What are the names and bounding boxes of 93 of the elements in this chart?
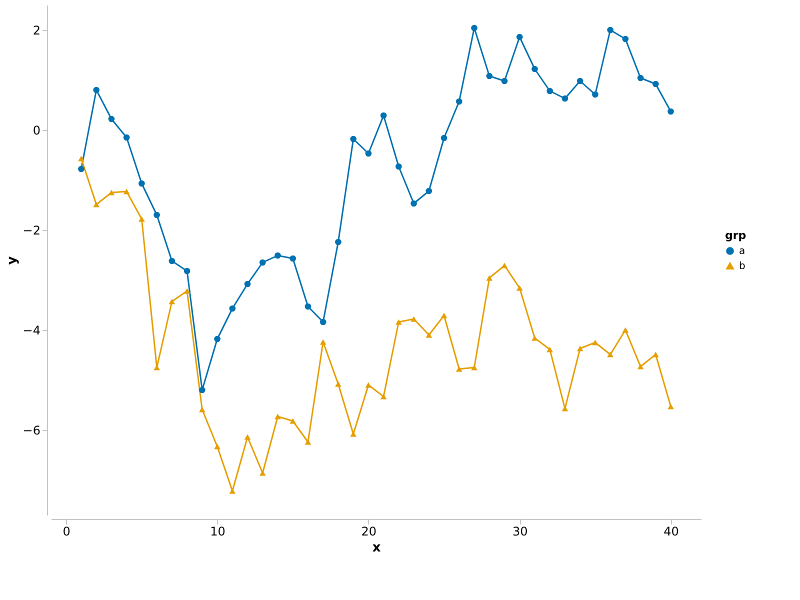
- point: [516, 34, 523, 40]
- legend-label: a: [739, 246, 746, 257]
- x-tick-label: 20: [361, 524, 377, 538]
- point: [456, 98, 462, 105]
- point: [486, 72, 493, 80]
- point: [184, 268, 190, 274]
- point: [365, 382, 372, 388]
- point: [123, 188, 130, 194]
- point: [380, 112, 387, 119]
- point: [607, 352, 614, 358]
- point: [668, 108, 674, 115]
- point: [456, 366, 462, 372]
- y-tick-label: −6: [22, 424, 40, 438]
- point: [607, 26, 614, 34]
- point: [637, 364, 644, 370]
- point: [637, 74, 644, 82]
- point: [440, 312, 448, 318]
- point: [501, 262, 508, 268]
- point: [486, 275, 493, 281]
- point: [290, 418, 296, 424]
- point: [229, 488, 236, 494]
- point: [199, 386, 206, 394]
- point: [426, 332, 432, 338]
- x-axis-title: x: [372, 540, 382, 556]
- point: [576, 78, 584, 84]
- point: [652, 80, 659, 88]
- point: [229, 305, 236, 312]
- point: [592, 340, 598, 346]
- point: [471, 24, 478, 32]
- point: [622, 327, 629, 333]
- point: [168, 298, 176, 304]
- point: [108, 190, 115, 196]
- point: [123, 134, 130, 141]
- legend-title: grp: [725, 229, 746, 242]
- point: [652, 352, 659, 358]
- point: [440, 134, 448, 142]
- point: [335, 381, 342, 387]
- point: [108, 116, 115, 122]
- point: [274, 414, 281, 420]
- point: [396, 163, 402, 170]
- point: [426, 188, 432, 194]
- point: [546, 346, 553, 352]
- point: [622, 36, 629, 42]
- point: [78, 156, 84, 162]
- point: [335, 238, 342, 246]
- point: [154, 212, 160, 218]
- point: [304, 303, 312, 310]
- point: [350, 136, 356, 142]
- point: [365, 150, 372, 157]
- point: [546, 88, 553, 94]
- point: [471, 364, 478, 370]
- point: [78, 166, 84, 172]
- y-tick-label: 2: [32, 24, 40, 38]
- point: [214, 336, 220, 342]
- point: [214, 444, 220, 450]
- point: [244, 434, 251, 440]
- point: [138, 180, 145, 187]
- point: [138, 216, 145, 222]
- point: [259, 259, 266, 266]
- x-tick-label: 0: [62, 524, 70, 538]
- point: [290, 255, 296, 262]
- point: [562, 95, 568, 102]
- point: [184, 288, 190, 294]
- point: [274, 252, 281, 259]
- point: [516, 285, 523, 291]
- y-tick-label: −4: [22, 324, 40, 338]
- x-tick-label: 40: [664, 524, 679, 538]
- point: [592, 91, 598, 98]
- point: [168, 258, 176, 264]
- point: [532, 66, 538, 72]
- point: [396, 319, 402, 325]
- point: [259, 470, 266, 476]
- y-axis-title: y: [4, 256, 20, 265]
- y-tick-label: 0: [32, 124, 40, 138]
- point: [501, 78, 508, 84]
- point: [304, 439, 312, 445]
- point: [532, 335, 538, 341]
- x-tick-label: 10: [210, 524, 226, 538]
- point: [668, 404, 674, 410]
- point: [350, 431, 356, 437]
- x-tick-label: 30: [512, 524, 528, 538]
- point: [410, 200, 417, 207]
- point: [199, 406, 206, 412]
- point: [93, 86, 100, 94]
- point: [410, 316, 417, 322]
- point: [576, 346, 584, 352]
- y-tick-label: −2: [22, 224, 40, 238]
- point: [380, 394, 387, 400]
- point: [244, 280, 251, 288]
- point: [320, 339, 326, 345]
- point: [93, 202, 100, 208]
- point: [320, 318, 326, 326]
- legend-label: b: [739, 261, 746, 272]
